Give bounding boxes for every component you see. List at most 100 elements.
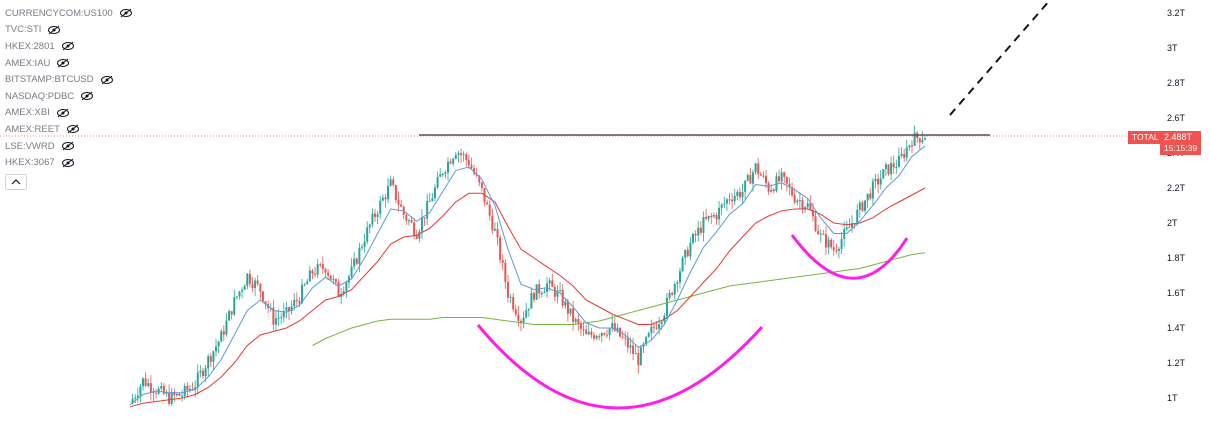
candle-body [499,237,502,261]
candle-body [634,353,637,355]
legend-item[interactable]: LSE:VWRD [5,138,133,155]
candle-body [686,249,689,257]
candle-body [426,201,429,219]
candle-body [699,227,702,233]
candle-body [551,280,554,287]
candle-body [569,308,572,314]
candle-body [423,217,426,219]
candle-body [379,200,382,215]
candle-body [374,213,377,217]
candle-body [251,283,254,288]
candle-body [243,285,246,290]
candle-body [767,183,770,192]
eye-crossed-icon[interactable] [47,25,61,35]
candle-body [134,397,137,399]
candle-body [548,280,551,284]
candle-body [136,395,139,398]
candle-body [884,164,887,170]
eye-crossed-icon[interactable] [61,41,75,51]
price-axis[interactable]: 1T1.2T1.4T1.6T1.8T2T2.2T2.4T2.6T2.8T3T3.… [1167,8,1186,403]
candle-body [238,291,241,297]
candle-body [877,178,880,185]
y-tick-label: 2.6T [1167,113,1186,123]
candle-body [332,279,335,281]
candle-body [809,203,812,210]
candle-body [387,185,390,200]
candle-body [360,247,363,249]
ema-mid-line [129,187,926,408]
candle-body [804,207,807,209]
candle-body [793,195,796,203]
candle-body [149,383,152,393]
candle-body [811,209,814,217]
candle-body [871,181,874,199]
legend-item[interactable]: AMEX:XBI [5,105,133,122]
candle-body [428,201,431,203]
candle-body [848,227,851,229]
candle-body [556,290,559,297]
legend-item[interactable]: AMEX:IAU [5,55,133,72]
candle-body [861,202,864,211]
candle-body [282,311,285,318]
countdown: 15:15:39 [1164,143,1198,153]
candle-body [235,296,238,298]
eye-crossed-icon[interactable] [100,75,114,85]
candle-body [715,215,718,220]
candle-body [759,174,762,176]
candle-body [316,264,319,275]
candle-body [525,310,528,318]
candle-body [559,289,562,291]
candle-body [183,386,186,396]
legend-item[interactable]: AMEX:REET [5,121,133,138]
candle-body [746,175,749,181]
candle-body [835,250,838,252]
legend-symbol-label: AMEX:XBI [5,107,50,119]
legend-item[interactable]: NASDAQ:PDBC [5,88,133,105]
candle-body [645,336,648,345]
candle-body [447,161,449,173]
candle-body [598,336,601,338]
candle-body [553,286,556,297]
eye-crossed-icon[interactable] [56,108,70,118]
candle-body [165,392,168,394]
legend-item[interactable]: TVC:STI [5,22,133,39]
candle-body [561,289,564,306]
candle-body [621,336,624,338]
candle-body [168,392,171,404]
candle-body [751,172,754,184]
candle-body [741,191,744,198]
candle-body [869,193,872,199]
handle-curve[interactable] [790,234,909,280]
candle-body [394,185,397,200]
eye-crossed-icon[interactable] [61,141,75,151]
candle-body [798,200,801,202]
cup-curve[interactable] [476,324,764,410]
collapse-legend-button[interactable] [5,173,27,190]
candle-body [522,317,525,323]
candle-body [897,155,900,167]
legend-item[interactable]: HKEX:3067 [5,154,133,171]
candle-body [204,368,207,376]
eye-crossed-icon[interactable] [66,124,80,134]
candle-body [488,204,491,216]
candle-body [220,331,223,342]
eye-crossed-icon[interactable] [119,8,133,18]
eye-crossed-icon[interactable] [56,58,70,68]
candle-body [658,324,661,329]
projection-dashed-line[interactable] [949,0,1051,116]
candle-body [744,180,747,192]
legend-item[interactable]: BITSTAMP:BTCUSD [5,71,133,88]
eye-crossed-icon[interactable] [80,91,94,101]
candle-body [694,233,697,236]
candle-body [514,309,517,315]
candle-body [819,233,822,235]
y-tick-label: 1.6T [1167,288,1186,298]
legend-item[interactable]: HKEX:2801 [5,38,133,55]
candle-body [629,345,632,348]
eye-crossed-icon[interactable] [61,158,75,168]
candle-body [480,182,483,188]
candle-body [778,176,781,182]
candle-body [303,284,306,286]
legend-item[interactable]: CURRENCYCOM:US100 [5,5,133,22]
